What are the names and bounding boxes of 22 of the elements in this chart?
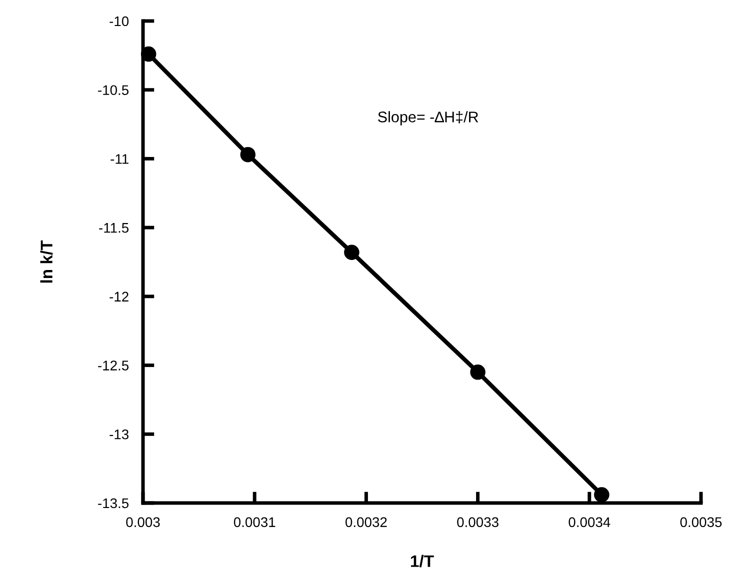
point bbox=[470, 364, 486, 380]
x-tick-label: 0.003 bbox=[126, 517, 160, 528]
y-tick-label: -12.5 bbox=[98, 360, 129, 370]
x-tick-label: 0.0034 bbox=[568, 517, 610, 528]
y-tick-label: -13 bbox=[110, 429, 129, 440]
x-tick-label: 0.0032 bbox=[346, 517, 387, 528]
y-tick-label: -13.5 bbox=[98, 498, 129, 508]
y-tick-label: -11 bbox=[110, 154, 128, 164]
x-tick-label: 0.0035 bbox=[680, 517, 722, 528]
y-tick-label: -11.5 bbox=[99, 223, 129, 233]
y-tick-label: -12 bbox=[110, 292, 128, 302]
y-tick-label: -10.5 bbox=[98, 85, 129, 96]
y-tick-label: -10 bbox=[110, 16, 129, 26]
x-axis-title: 1/T bbox=[411, 554, 434, 568]
x-tick-label: 0.0033 bbox=[457, 517, 498, 528]
x-tick-label: 0.0031 bbox=[234, 517, 276, 528]
point bbox=[594, 487, 610, 502]
point bbox=[140, 46, 156, 62]
point bbox=[344, 244, 360, 260]
y-axis-title: ln k/T bbox=[40, 240, 53, 283]
point bbox=[240, 146, 256, 162]
annotation: Slope= -∆H‡/R bbox=[378, 111, 478, 126]
